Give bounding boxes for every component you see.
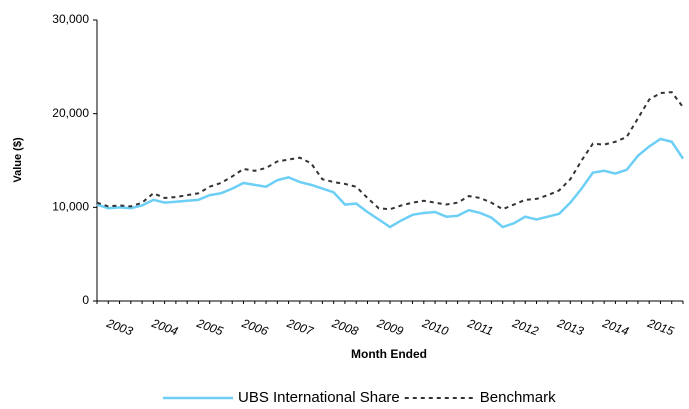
- x-tick-label: 2015: [645, 316, 676, 339]
- x-tick-label: 2014: [600, 316, 631, 339]
- x-tick-label: 2006: [239, 316, 270, 339]
- x-tick-label: 2004: [149, 316, 180, 339]
- x-tick-label: 2009: [374, 316, 405, 339]
- x-axis-label: Month Ended: [351, 347, 427, 361]
- y-tick-label: 0: [82, 293, 89, 307]
- series-line: [96, 137, 685, 229]
- x-tick-label: 2011: [465, 316, 495, 338]
- x-tick-label: 2007: [284, 316, 316, 339]
- x-tick-label: 2012: [510, 316, 541, 339]
- x-tick-label: 2008: [329, 316, 360, 339]
- y-tick-label: 10,000: [52, 200, 89, 214]
- legend-label: Benchmark: [480, 389, 556, 406]
- x-tick-label: 2003: [104, 316, 135, 339]
- y-axis-label: Value ($): [12, 137, 24, 183]
- legend-label: UBS International Share: [238, 389, 400, 406]
- x-tick-label: 2013: [555, 316, 586, 339]
- x-tick-label: 2010: [419, 316, 450, 339]
- x-tick-label: 2005: [194, 316, 225, 339]
- y-tick-label: 30,000: [52, 12, 89, 26]
- y-tick-label: 20,000: [52, 106, 89, 120]
- series-line: [96, 91, 684, 211]
